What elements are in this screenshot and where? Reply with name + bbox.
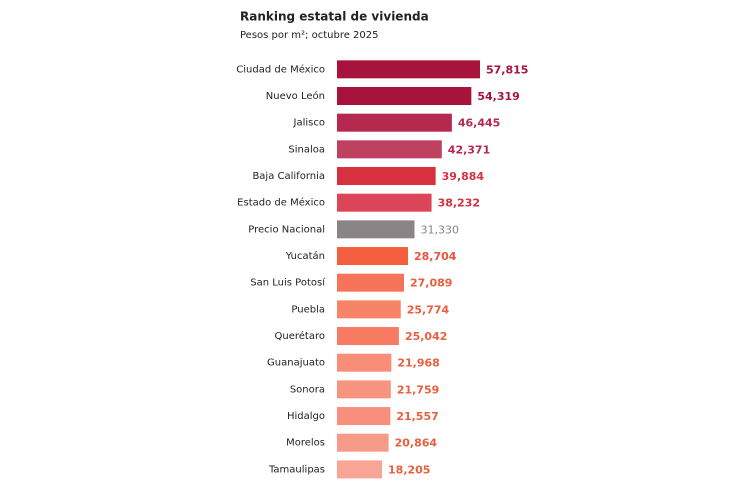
value-label: 21,968: [397, 357, 439, 370]
value-label: 42,371: [448, 143, 490, 156]
bar: [337, 407, 391, 426]
value-label: 39,884: [442, 170, 485, 183]
value-label: 27,089: [410, 277, 452, 290]
category-label: Jalisco: [293, 118, 325, 129]
value-label: 25,042: [405, 330, 447, 343]
bar: [337, 140, 442, 159]
value-label: 57,815: [486, 63, 528, 76]
value-label: 54,319: [477, 90, 519, 103]
category-label: Precio Nacional: [248, 224, 325, 235]
bar: [337, 380, 391, 399]
category-label: Nuevo León: [266, 90, 325, 102]
value-label: 20,864: [395, 437, 438, 450]
chart-subtitle: Pesos por m²; octubre 2025: [240, 30, 379, 41]
value-label: 28,704: [414, 250, 457, 263]
value-label: 31,330: [420, 223, 459, 236]
bar: [337, 113, 452, 132]
bar: [337, 247, 408, 266]
category-label: Querétaro: [275, 330, 325, 342]
category-label: Estado de México: [237, 197, 325, 209]
value-label: 21,759: [397, 383, 439, 396]
bar: [337, 273, 405, 292]
category-label: Sinaloa: [288, 144, 325, 155]
value-label: 21,557: [396, 410, 438, 423]
category-label: Puebla: [291, 304, 325, 315]
category-label: San Luis Potosí: [250, 277, 326, 289]
category-label: Ciudad de México: [236, 63, 325, 75]
bar: [337, 220, 415, 239]
category-label: Yucatán: [285, 250, 325, 262]
category-label: Morelos: [286, 438, 325, 449]
value-label: 25,774: [407, 303, 450, 316]
value-label: 38,232: [438, 197, 480, 210]
category-label: Sonora: [290, 384, 325, 395]
bar: [337, 300, 401, 319]
bar: [337, 167, 436, 186]
chart-title: Ranking estatal de vivienda: [240, 10, 429, 24]
bar: [337, 433, 389, 452]
category-label: Tamaulipas: [268, 464, 325, 475]
bar: [337, 460, 383, 479]
value-label: 46,445: [458, 117, 500, 130]
bar: [337, 353, 392, 372]
category-label: Hidalgo: [287, 411, 325, 422]
category-label: Baja California: [252, 171, 325, 182]
bar: [337, 60, 480, 79]
value-label: 18,205: [388, 463, 430, 476]
bar: [337, 87, 472, 106]
category-label: Guanajuato: [267, 358, 325, 369]
bar: [337, 327, 399, 346]
bar: [337, 193, 432, 212]
